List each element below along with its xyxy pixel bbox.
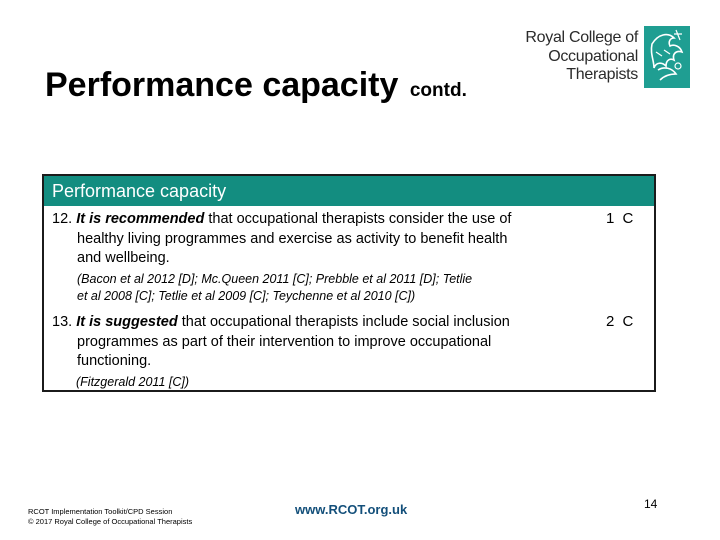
recommendation-first-line: 13. It is suggested that occupational th… <box>52 313 572 333</box>
recommendation-references: (Bacon et al 2012 [D]; Mc.Queen 2011 [C]… <box>52 271 572 305</box>
recommendation-references: (Fitzgerald 2011 [C]) <box>52 374 572 391</box>
footer-credits: RCOT Implementation Toolkit/CPD Session … <box>28 507 192 527</box>
reference-line: (Bacon et al 2012 [D]; Mc.Queen 2011 [C]… <box>77 271 473 286</box>
reference-line: et al 2008 [C]; Tetlie et al 2009 [C]; T… <box>77 288 416 303</box>
recommendation-text-line: functioning. <box>77 353 152 369</box>
recommendation-text: that occupational therapists include soc… <box>177 314 510 330</box>
recommendation-lead: It is suggested <box>76 314 178 330</box>
slide-title-suffix: contd. <box>409 80 467 101</box>
grade-badge: 1 C <box>606 210 636 227</box>
logo-line-3: Therapists <box>566 66 638 83</box>
recommendation-12: 12. It is recommended that occupational … <box>52 210 572 305</box>
recommendation-number: 13. <box>52 314 73 330</box>
recommendation-text: that occupational therapists consider th… <box>204 211 512 227</box>
footer-url-link[interactable]: www.RCOT.org.uk <box>295 502 408 517</box>
recommendation-text-line: and wellbeing. <box>77 250 170 266</box>
panel-header: Performance capacity <box>44 176 654 206</box>
logo-line-2: Occupational <box>548 47 638 65</box>
slide-title: Performance capacity contd. <box>45 66 467 105</box>
footer-line-2: © 2017 Royal College of Occupational The… <box>28 517 193 526</box>
logo-text: Royal College of Occupational Therapists <box>525 29 638 85</box>
recommendation-text-line: programmes as part of their intervention… <box>77 333 492 350</box>
slide-title-text: Performance capacity <box>45 66 399 104</box>
page-number: 14 <box>644 497 658 511</box>
recommendation-panel: Performance capacity 12. It is recommend… <box>42 174 656 392</box>
recommendation-13: 13. It is suggested that occupational th… <box>52 313 572 391</box>
rcot-logo: Royal College of Occupational Therapists <box>520 26 690 90</box>
rcot-emblem-icon <box>644 26 690 88</box>
recommendation-text-line: healthy living programmes and exercise a… <box>77 230 508 247</box>
logo-line-1: Royal College of <box>525 29 638 46</box>
recommendation-first-line: 12. It is recommended that occupational … <box>52 210 572 230</box>
grade-badge: 2 C <box>606 313 636 330</box>
footer-line-1: RCOT Implementation Toolkit/CPD Session <box>28 507 173 516</box>
recommendation-lead: It is recommended <box>76 211 205 227</box>
recommendation-number: 12. <box>52 211 73 227</box>
reference-line: (Fitzgerald 2011 [C]) <box>76 374 190 389</box>
